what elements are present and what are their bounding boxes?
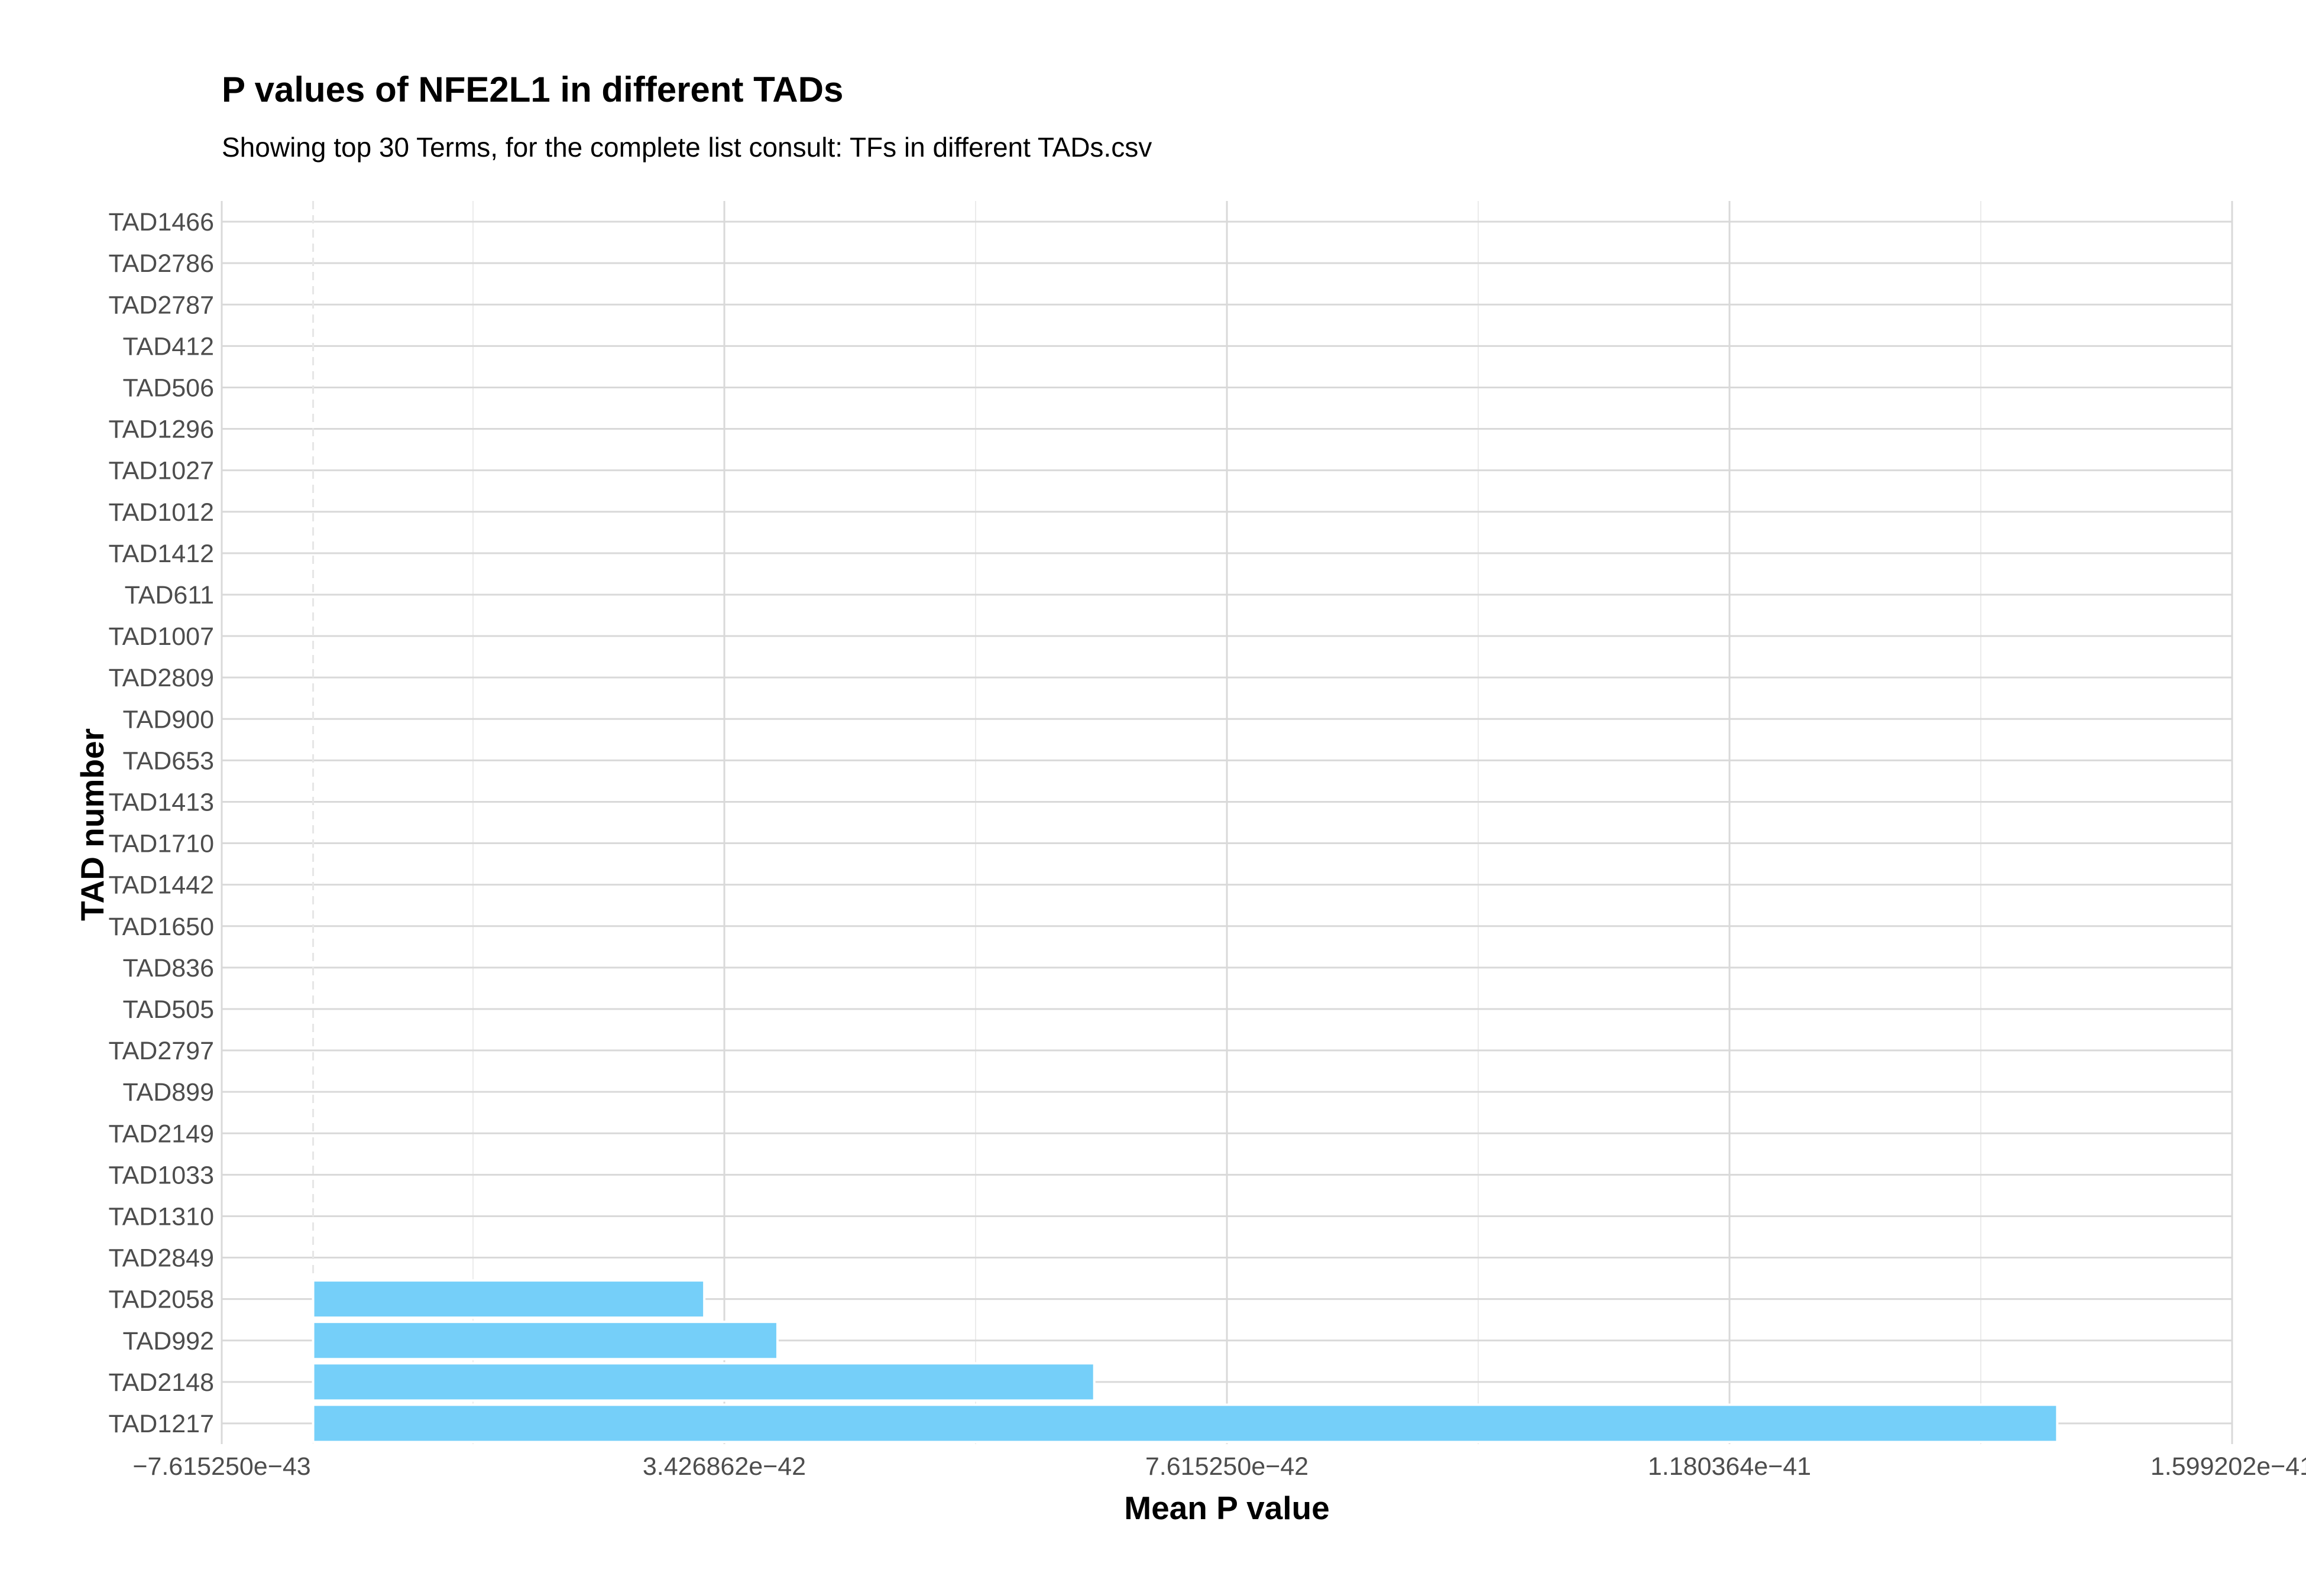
y-tick-label: TAD1310 <box>109 1202 214 1231</box>
chart-title: P values of NFE2L1 in different TADs <box>222 70 843 109</box>
y-tick-label: TAD506 <box>122 374 214 402</box>
y-tick-label: TAD611 <box>125 581 214 609</box>
y-tick-label: TAD2809 <box>109 664 214 692</box>
y-tick-label: TAD2058 <box>109 1286 214 1314</box>
y-tick-label: TAD992 <box>122 1327 214 1355</box>
y-axis-tick-labels: TAD1466 TAD2786 TAD2787 TAD412 TAD506 TAD1296… <box>109 208 214 1438</box>
y-tick-label: TAD900 <box>122 705 214 734</box>
y-tick-label: TAD1027 <box>109 457 214 485</box>
x-tick-label: 1.599202e−41 <box>2150 1452 2306 1481</box>
y-tick-label: TAD2148 <box>109 1368 214 1397</box>
y-tick-label: TAD2787 <box>109 291 214 319</box>
bar-TAD992 <box>312 1321 779 1361</box>
y-tick-label: TAD1296 <box>109 416 214 444</box>
x-tick-label: −7.615250e−43 <box>132 1452 310 1481</box>
y-tick-label: TAD1710 <box>109 830 214 858</box>
y-tick-label: TAD653 <box>122 747 214 775</box>
y-tick-label: TAD2849 <box>109 1244 214 1273</box>
bars <box>312 1279 2059 1443</box>
y-tick-label: TAD505 <box>122 995 214 1024</box>
y-tick-label: TAD1650 <box>109 913 214 941</box>
bar-TAD2148 <box>312 1362 1096 1402</box>
x-axis-tick-labels: −7.615250e−43 3.426862e−42 7.615250e−42 1.1… <box>132 1452 2306 1481</box>
y-tick-label: TAD1466 <box>109 208 214 236</box>
y-tick-label: TAD1012 <box>109 498 214 527</box>
bar-TAD2058 <box>312 1279 706 1319</box>
y-tick-label: TAD1007 <box>109 622 214 651</box>
y-tick-label: TAD1217 <box>109 1410 214 1438</box>
y-tick-label: TAD2797 <box>109 1037 214 1065</box>
x-axis-title: Mean P value <box>1124 1490 1329 1526</box>
y-tick-label: TAD899 <box>122 1078 214 1107</box>
chart-subtitle: Showing top 30 Terms, for the complete l… <box>222 132 1152 163</box>
y-tick-label: TAD2149 <box>109 1120 214 1148</box>
bar-TAD1217 <box>312 1403 2059 1443</box>
y-tick-label: TAD1412 <box>109 540 214 568</box>
x-tick-label: 7.615250e−42 <box>1145 1452 1309 1481</box>
x-tick-label: 1.180364e−41 <box>1648 1452 1811 1481</box>
y-tick-label: TAD1033 <box>109 1161 214 1189</box>
y-tick-label: TAD412 <box>122 332 214 361</box>
grid-lines <box>221 201 2233 1444</box>
y-tick-label: TAD1413 <box>109 788 214 816</box>
y-tick-label: TAD2786 <box>109 249 214 278</box>
y-tick-label: TAD836 <box>122 954 214 982</box>
x-tick-label: 3.426862e−42 <box>643 1452 806 1481</box>
y-tick-label: TAD1442 <box>109 871 214 900</box>
y-axis-title: TAD number <box>74 728 111 921</box>
